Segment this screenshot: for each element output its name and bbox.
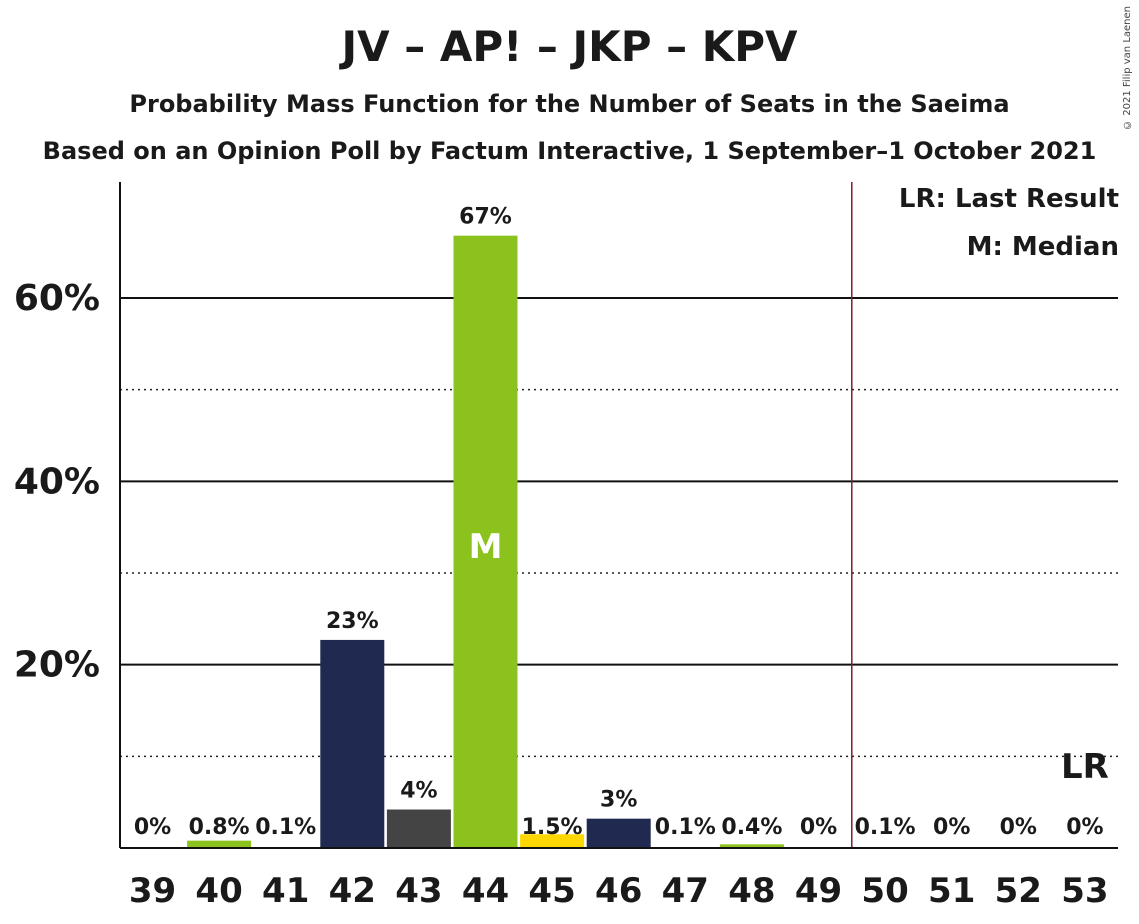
data-label: 0.1% [255, 815, 316, 840]
x-tick-label: 42 [329, 871, 376, 911]
x-tick-label: 52 [995, 871, 1042, 911]
data-label: 3% [600, 788, 637, 813]
x-tick-label: 50 [861, 871, 908, 911]
bar [586, 818, 651, 848]
bar [719, 844, 784, 848]
x-tick-label: 41 [262, 871, 309, 911]
x-tick-label: 48 [728, 871, 775, 911]
x-tick-label: 49 [795, 871, 842, 911]
data-label: 4% [400, 779, 437, 804]
data-label: 0.4% [721, 815, 782, 840]
data-label: 0% [1066, 815, 1103, 840]
chart-subtitle: Probability Mass Function for the Number… [129, 90, 1010, 118]
data-label: 0% [134, 815, 171, 840]
data-label: 0.1% [655, 815, 716, 840]
median-marker: M [469, 527, 503, 567]
data-label: 0% [1000, 815, 1037, 840]
data-label: 0% [933, 815, 970, 840]
bar [320, 639, 385, 848]
last-result-marker: LR [1061, 747, 1109, 787]
chart-title: JV – AP! – JKP – KPV [341, 22, 798, 71]
data-label: 0.8% [189, 815, 250, 840]
x-tick-label: 40 [195, 871, 242, 911]
x-tick-label: 45 [528, 871, 575, 911]
x-tick-label: 43 [395, 871, 442, 911]
y-tick-label: 20% [14, 645, 100, 686]
x-tick-label: 46 [595, 871, 642, 911]
legend-median: M: Median [966, 232, 1119, 262]
y-tick-label: 60% [14, 278, 100, 319]
bar [453, 235, 518, 848]
x-tick-label: 53 [1061, 871, 1108, 911]
data-label: 23% [326, 609, 379, 634]
x-tick-label: 39 [129, 871, 176, 911]
chart-source-subtitle: Based on an Opinion Poll by Factum Inter… [42, 137, 1097, 165]
data-label: 67% [459, 205, 512, 230]
data-label: 0% [800, 815, 837, 840]
x-tick-label: 51 [928, 871, 975, 911]
bar [520, 834, 585, 848]
bar [386, 809, 451, 848]
x-tick-label: 47 [662, 871, 709, 911]
data-label: 1.5% [522, 815, 583, 840]
y-tick-label: 40% [14, 461, 100, 502]
legend-last-result: LR: Last Result [898, 184, 1119, 214]
x-tick-label: 44 [462, 871, 509, 911]
data-label: 0.1% [855, 815, 916, 840]
bar [187, 840, 252, 848]
